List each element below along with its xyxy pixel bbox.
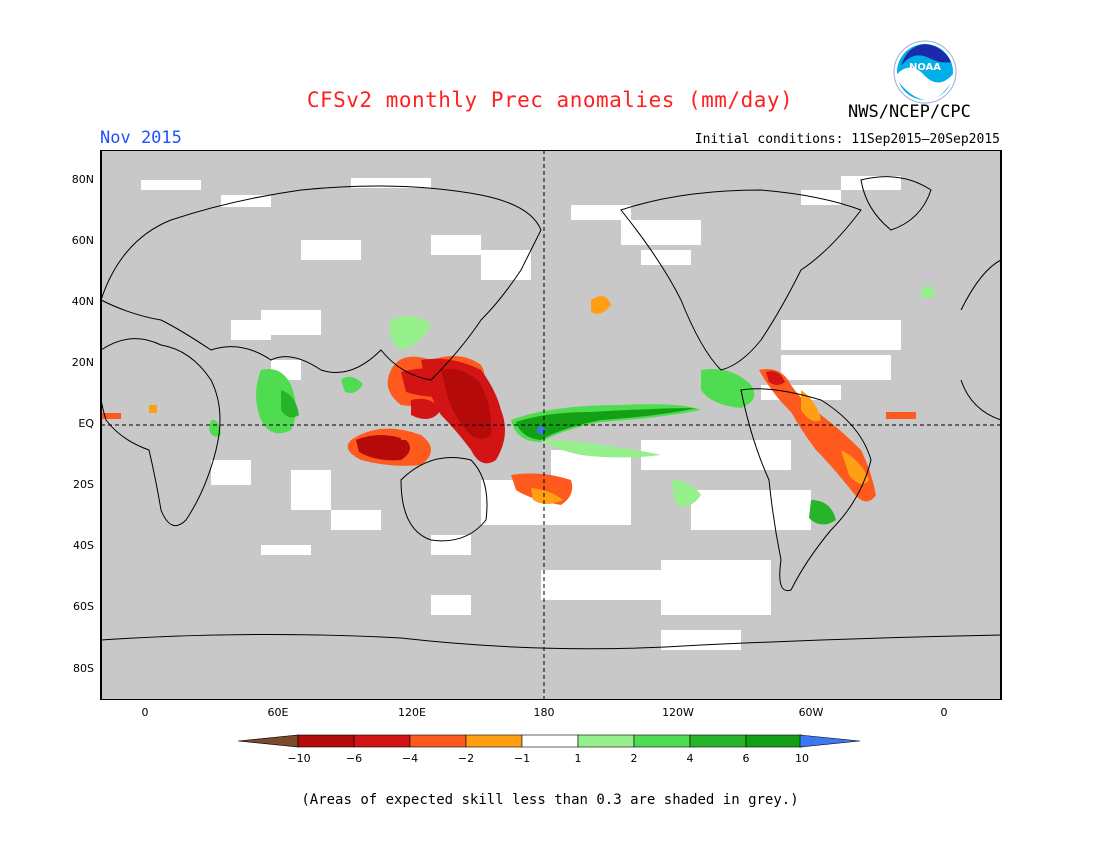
initial-conditions-label: Initial conditions: 11Sep2015–20Sep2015 — [694, 132, 1000, 147]
logo-text: NOAA — [909, 62, 941, 73]
wet-anomaly-areas — [209, 286, 936, 525]
lon-label: 60W — [798, 706, 824, 719]
lon-label: 60E — [267, 706, 289, 719]
dry-anomaly-areas — [101, 296, 916, 505]
lon-label: 0 — [940, 706, 948, 719]
colorbar-cell — [409, 734, 467, 748]
noaa-logo: NOAA — [893, 40, 957, 104]
colorbar-label: −10 — [287, 752, 311, 765]
colorbar-label: 2 — [630, 752, 638, 765]
colorbar-label: 4 — [686, 752, 694, 765]
lat-label: 80S — [73, 662, 94, 675]
colorbar-cell — [353, 734, 411, 748]
colorbar — [238, 734, 861, 748]
precip-anomaly-map — [100, 150, 1002, 700]
lat-label: 20S — [73, 478, 94, 491]
lon-label: 120W — [662, 706, 694, 719]
lon-label: 120E — [398, 706, 426, 719]
map-frame — [100, 150, 1002, 700]
lat-label: 40N — [71, 295, 94, 308]
colorbar-label: 1 — [574, 752, 582, 765]
coastlines — [100, 176, 1002, 650]
colorbar-low-arrow — [238, 734, 299, 748]
agency-label: NWS/NCEP/CPC — [848, 102, 971, 122]
colorbar-cell — [577, 734, 635, 748]
colorbar-cells — [297, 734, 803, 748]
lat-label: EQ — [78, 417, 94, 430]
colorbar-label: −4 — [401, 752, 419, 765]
colorbar-cell — [297, 734, 355, 748]
colorbar-cell — [745, 734, 803, 748]
skill-footnote: (Areas of expected skill less than 0.3 a… — [301, 792, 799, 808]
lat-label: 40S — [73, 539, 94, 552]
lat-label: 20N — [71, 356, 94, 369]
lat-label: 60N — [71, 234, 94, 247]
valid-month-label: Nov 2015 — [100, 128, 182, 148]
colorbar-cell — [465, 734, 523, 748]
chart-title: CFSv2 monthly Prec anomalies (mm/day) — [306, 88, 794, 112]
colorbar-high-arrow — [799, 734, 861, 748]
lon-label: 0 — [141, 706, 149, 719]
colorbar-label: 6 — [742, 752, 750, 765]
lat-label: 80N — [71, 173, 94, 186]
colorbar-cell — [633, 734, 691, 748]
colorbar-label: −2 — [457, 752, 475, 765]
colorbar-label: 10 — [795, 752, 809, 765]
colorbar-cell — [689, 734, 747, 748]
lon-label: 180 — [533, 706, 555, 719]
colorbar-cell — [521, 734, 579, 748]
lat-label: 60S — [73, 600, 94, 613]
colorbar-label: −1 — [513, 752, 531, 765]
colorbar-label: −6 — [345, 752, 363, 765]
